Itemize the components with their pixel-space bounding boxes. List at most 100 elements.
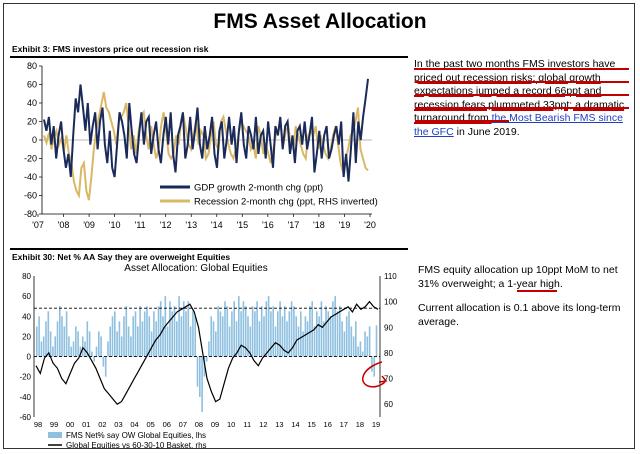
x-tick-label: '19: [339, 220, 351, 230]
allocation-bar: [70, 346, 73, 357]
allocation-bar: [148, 316, 151, 357]
allocation-bar: [277, 311, 279, 357]
allocation-bar: [373, 356, 376, 377]
x-tick-label: '16: [262, 220, 274, 230]
y-tick-label: -40: [24, 172, 37, 182]
allocation-bar: [334, 296, 337, 357]
allocation-bar: [332, 301, 334, 357]
series-line-0: [43, 78, 369, 182]
allocation-bar: [88, 331, 91, 357]
allocation-bar: [251, 306, 254, 357]
allocation-bar: [95, 346, 98, 357]
allocation-bar: [68, 336, 70, 357]
legend-label-line: Global Equities vs 60-30-10 Basket, rhs: [66, 441, 207, 448]
allocation-bar: [205, 356, 208, 362]
exhibit30-note1: FMS equity allocation up 10ppt MoM to ne…: [418, 264, 630, 291]
y-tick-label: 20: [27, 117, 37, 127]
allocation-bar: [329, 316, 332, 357]
allocation-bar: [350, 326, 353, 357]
allocation-bar: [208, 341, 210, 357]
allocation-bar: [217, 306, 219, 357]
x-tick-label: 14: [291, 420, 299, 429]
y-tick-label: -20: [24, 154, 37, 164]
allocation-bar: [309, 306, 311, 357]
allocation-bar: [233, 301, 236, 357]
allocation-bar: [137, 326, 139, 357]
allocation-bar: [109, 326, 112, 357]
allocation-bar: [120, 336, 123, 357]
allocation-bar: [359, 341, 362, 357]
allocation-bar: [157, 306, 160, 357]
legend-label-bars: FMS Net% say OW Global Equities, lhs: [66, 431, 206, 440]
x-tick-label: '07: [32, 220, 44, 230]
allocation-bar: [61, 316, 63, 357]
chart-title: Asset Allocation: Global Equities: [124, 263, 267, 274]
allocation-bar: [84, 341, 86, 357]
x-tick-label: 99: [50, 420, 58, 429]
x-tick-label: 17: [340, 420, 348, 429]
allocation-bar: [256, 301, 258, 357]
allocation-bar: [54, 336, 57, 357]
x-tick-label: 16: [324, 420, 332, 429]
allocation-bar: [258, 321, 261, 357]
allocation-bar: [254, 311, 256, 357]
allocation-bar: [75, 326, 77, 357]
x-tick-label: '15: [236, 220, 248, 230]
allocation-bar: [38, 316, 40, 357]
allocation-bar: [56, 321, 59, 357]
allocation-bar: [130, 336, 132, 357]
allocation-bar: [316, 311, 318, 357]
allocation-bar: [302, 331, 304, 357]
x-tick-label: 13: [275, 420, 283, 429]
y-right-tick-label: 90: [384, 323, 393, 332]
allocation-bar: [295, 316, 298, 357]
allocation-bar: [189, 326, 192, 357]
allocation-bar: [159, 301, 162, 357]
x-tick-label: 00: [66, 420, 74, 429]
allocation-bar: [100, 336, 102, 357]
allocation-bar: [341, 321, 343, 357]
allocation-bar: [313, 326, 316, 357]
allocation-bar: [178, 296, 180, 357]
allocation-bar: [263, 316, 265, 357]
allocation-bar: [320, 301, 323, 357]
x-tick-label: '11: [135, 220, 146, 230]
allocation-bar: [132, 316, 135, 357]
exhibit30-note2: Current allocation is 0.1 above its long…: [418, 302, 621, 328]
x-tick-label: 03: [114, 420, 122, 429]
x-tick-label: '18: [313, 220, 325, 230]
x-tick-label: '09: [83, 220, 95, 230]
y-left-tick-label: 80: [22, 272, 31, 281]
allocation-bar: [348, 311, 350, 357]
x-tick-label: '20: [364, 220, 376, 230]
allocation-bar: [238, 296, 240, 357]
exhibit30-note1-text: FMS equity allocation up 10ppt MoM to ne…: [418, 264, 618, 290]
allocation-bar: [270, 311, 272, 357]
allocation-bar: [265, 301, 268, 357]
y-right-tick-label: 60: [384, 400, 393, 409]
y-left-tick-label: -20: [19, 373, 31, 382]
allocation-bar: [65, 311, 68, 357]
allocation-bar: [240, 311, 242, 357]
x-tick-label: 02: [98, 420, 106, 429]
x-tick-label: '12: [160, 220, 172, 230]
allocation-bar: [123, 316, 125, 357]
x-tick-label: '14: [211, 220, 223, 230]
allocation-bar: [194, 316, 197, 357]
allocation-bar: [47, 311, 50, 357]
x-tick-label: 06: [163, 420, 171, 429]
x-tick-label: 15: [307, 420, 315, 429]
allocation-bar: [339, 306, 341, 357]
allocation-bar: [150, 331, 153, 357]
exhibit3-note-tail: in June 2019.: [453, 125, 520, 138]
allocation-bar: [247, 316, 249, 357]
allocation-bar: [283, 306, 286, 357]
y-left-tick-label: -40: [19, 393, 31, 402]
allocation-bar: [352, 336, 355, 357]
allocation-bar: [235, 321, 238, 357]
exhibit3-note: In the past two months FMS investors hav…: [414, 58, 630, 139]
allocation-bar: [293, 306, 295, 357]
allocation-bar: [153, 311, 155, 357]
x-tick-label: 98: [34, 420, 42, 429]
y-right-tick-label: 80: [384, 349, 393, 358]
